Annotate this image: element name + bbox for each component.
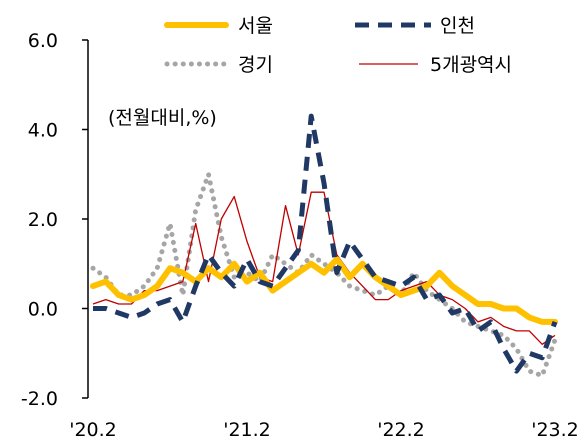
y-tick-label: 4.0 (28, 120, 58, 142)
unit-note: (전월대비,%) (108, 107, 217, 129)
axes: 6.0 4.0 2.0 0.0 -2.0 '20.2 '21.2 '22.2 '23.2 (21, 30, 579, 441)
legend-label-서울: 서울 (238, 15, 273, 37)
series-line-5개광역시 (92, 191, 556, 345)
y-tick-label: 0.0 (28, 299, 58, 321)
y-tick-label: 6.0 (28, 30, 58, 52)
y-tick-label: -2.0 (21, 388, 58, 410)
y-axis-ticks: 6.0 4.0 2.0 0.0 -2.0 (21, 30, 88, 410)
x-axis-ticks: '20.2 '21.2 '22.2 '23.2 (69, 419, 579, 441)
legend-label-인천: 인천 (440, 15, 475, 37)
series-line-경기 (90, 165, 558, 379)
legend-label-5개광역시: 5개광역시 (430, 54, 512, 76)
legend-label-경기: 경기 (238, 54, 273, 76)
series-line-인천 (93, 113, 558, 374)
y-tick-label: 2.0 (28, 209, 58, 231)
x-tick-label: '22.2 (377, 419, 425, 441)
x-tick-label: '21.2 (223, 419, 271, 441)
x-tick-label: '20.2 (69, 419, 117, 441)
x-tick-label: '23.2 (531, 419, 579, 441)
series-layer (90, 113, 558, 379)
series-line-서울 (90, 256, 558, 325)
